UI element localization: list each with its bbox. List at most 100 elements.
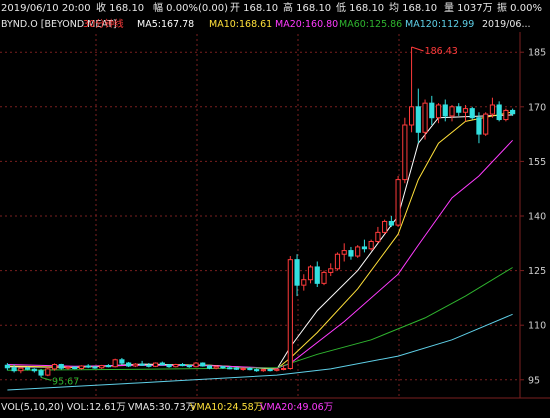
y-tick-label: 170 xyxy=(528,102,546,113)
vma10-value: VMA10:24.58万 xyxy=(190,402,264,413)
ma-line-ma120 xyxy=(7,313,513,391)
candle-up xyxy=(483,113,489,135)
candle-down xyxy=(294,259,300,286)
date-right: 2019/06... xyxy=(482,19,531,30)
volume-legend: VOL(5,10,20) VOL:12.61万 VMA5:30.73万 VMA1… xyxy=(0,400,550,416)
candle-down xyxy=(220,366,226,369)
candle-up xyxy=(355,246,361,257)
candle-up xyxy=(503,109,509,121)
candle-up xyxy=(280,368,287,371)
candle-up xyxy=(132,363,138,367)
candle-down xyxy=(415,106,421,133)
candle-down xyxy=(119,359,125,364)
ma-line-ma60 xyxy=(7,267,513,371)
candle-up xyxy=(287,259,293,370)
vol-value: VOL(5,10,20) VOL:12.61万 xyxy=(1,402,126,413)
candle-up xyxy=(462,108,469,113)
candle-down xyxy=(361,246,368,250)
candle-down xyxy=(314,266,320,284)
header-change: 幅 0.00%(0.00) xyxy=(153,3,229,14)
header-amplitude: 振 0.00% xyxy=(497,3,542,14)
candle-up xyxy=(489,104,496,115)
candle-down xyxy=(254,369,260,372)
ma5-value: MA5:167.78 xyxy=(137,19,195,30)
header-volume: 量 1037万 xyxy=(444,3,493,14)
candle-down xyxy=(348,250,354,257)
candle-up xyxy=(78,365,85,370)
candle-down xyxy=(31,368,37,372)
ohlc-header: 2019/06/10 20:00 收 168.10 幅 0.00%(0.00) … xyxy=(0,0,550,18)
candle-up xyxy=(18,367,24,372)
candle-up xyxy=(435,104,442,119)
candle-down xyxy=(200,362,206,367)
candle-up xyxy=(368,240,374,250)
candle-up xyxy=(375,231,381,242)
min-price-label: 95.67 xyxy=(52,376,79,387)
candle-up xyxy=(240,368,246,371)
candle-up xyxy=(382,220,388,233)
ma10-value: MA10:168.61 xyxy=(209,19,273,30)
candle-up xyxy=(328,268,334,273)
candle-down xyxy=(159,362,165,366)
period-label[interactable]: 30分钟线 xyxy=(83,19,124,30)
candle-down xyxy=(429,102,435,119)
candle-down xyxy=(92,366,98,369)
candle-up xyxy=(213,366,219,369)
candle-down xyxy=(85,365,91,368)
candle-down xyxy=(24,367,31,370)
ma-line-ma10 xyxy=(7,111,513,370)
candle-down xyxy=(496,104,502,121)
candle-down xyxy=(11,367,17,372)
candle-down xyxy=(267,369,273,372)
ma60-value: MA60:125.86 xyxy=(339,19,403,30)
candle-down xyxy=(469,108,475,119)
header-close: 收 168.10 xyxy=(96,3,145,14)
ma120-value: MA120:112.99 xyxy=(405,19,475,30)
candle-down xyxy=(126,362,132,367)
y-tick-label: 95 xyxy=(528,375,540,386)
candle-down xyxy=(58,364,64,369)
candle-up xyxy=(334,253,341,270)
candle-down xyxy=(456,106,462,113)
candle-down xyxy=(72,366,78,370)
y-tick-label: 140 xyxy=(528,212,546,223)
candle-up xyxy=(112,359,118,368)
ma-legend: BYND.O [BEYOND MEAT] 30分钟线 MA5:167.78 MA… xyxy=(0,17,550,33)
header-low: 低 168.10 xyxy=(336,3,385,14)
candle-down xyxy=(4,364,10,369)
candle-down xyxy=(442,104,448,117)
candle-down xyxy=(476,117,482,135)
header-avg: 均 168.10 xyxy=(389,3,438,14)
ma-line-ma20 xyxy=(7,139,513,369)
candle-up xyxy=(341,250,347,255)
candle-up xyxy=(422,102,428,133)
candle-down xyxy=(510,109,516,115)
y-tick-label: 110 xyxy=(528,321,546,332)
header-high: 高 168.10 xyxy=(283,3,332,14)
candle-up xyxy=(408,106,415,126)
candle-down xyxy=(166,364,172,368)
candle-up xyxy=(301,279,307,286)
candle-down xyxy=(179,364,186,367)
candle-down xyxy=(247,368,253,371)
candle-up xyxy=(99,365,105,369)
candle-down xyxy=(186,365,192,368)
symbol-label: BYND.O [BEYOND MEAT] xyxy=(1,19,117,30)
candle-down xyxy=(206,365,213,369)
header-datetime: 2019/06/10 20:00 xyxy=(1,3,91,14)
candle-up xyxy=(173,364,179,368)
ma20-value: MA20:160.80 xyxy=(275,19,339,30)
y-tick-label: 185 xyxy=(528,48,546,59)
ma-line-ma5 xyxy=(7,114,513,370)
candle-down xyxy=(105,365,112,368)
max-price-label: 186.43 xyxy=(425,46,458,57)
y-tick-label: 125 xyxy=(528,266,546,277)
candle-up xyxy=(395,179,401,226)
candle-down xyxy=(233,367,240,370)
candle-up xyxy=(402,124,408,181)
candle-down xyxy=(146,364,152,367)
candle-down xyxy=(139,363,145,366)
max-marker-line xyxy=(411,46,424,52)
candle-up xyxy=(307,266,314,281)
